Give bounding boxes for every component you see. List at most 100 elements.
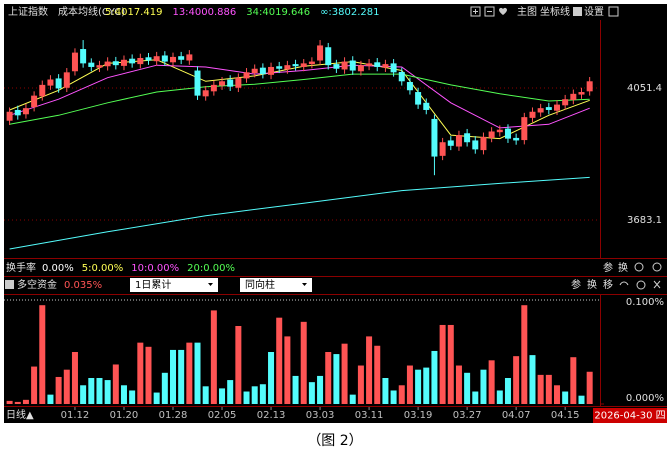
icon-favorite[interactable] <box>499 7 507 15</box>
bar <box>415 369 422 404</box>
candle-body <box>227 79 234 87</box>
bar <box>398 385 405 404</box>
icon-close[interactable] <box>653 280 661 289</box>
indicator-value: 5:0.00% <box>82 263 124 274</box>
candle-body <box>153 56 160 62</box>
bar <box>513 356 520 404</box>
bar <box>104 380 111 404</box>
bar <box>447 324 454 404</box>
legend-entry: 34:4019.646 <box>246 7 310 18</box>
bar <box>562 391 569 404</box>
candle-body <box>31 95 38 108</box>
bar <box>406 365 413 404</box>
y-tick-label: 4051.4 <box>627 83 662 94</box>
candle-body <box>382 64 389 68</box>
candle-body <box>586 81 593 92</box>
bar <box>14 401 21 404</box>
toolbar-button[interactable]: 坐标线 <box>540 5 570 18</box>
candle-body <box>39 84 46 97</box>
candle-body <box>513 137 520 141</box>
candle-body <box>333 64 340 69</box>
candle-body <box>357 65 364 72</box>
candle-body <box>455 135 462 147</box>
icon-favorite[interactable] <box>619 281 629 286</box>
candle-body <box>496 129 503 133</box>
bar <box>300 321 307 404</box>
bar <box>455 365 462 404</box>
candle-body <box>504 128 511 139</box>
candle-body <box>464 133 471 143</box>
bar <box>374 345 381 404</box>
bar <box>284 336 291 404</box>
x-tick-label: 01.28 <box>159 410 188 421</box>
candle-body <box>341 61 348 70</box>
y-tick-label: 3683.1 <box>627 215 662 226</box>
dropdown[interactable] <box>130 278 218 292</box>
bar <box>129 390 136 404</box>
candle-body <box>14 109 21 116</box>
toolbar-button[interactable]: 移 <box>603 278 613 291</box>
candle-body <box>276 66 283 69</box>
candle-body <box>390 63 397 73</box>
bar <box>6 400 13 404</box>
bar <box>464 372 471 404</box>
icon-dropdown[interactable] <box>573 7 582 16</box>
candle-body <box>202 90 209 97</box>
toolbar-button[interactable]: 换 <box>587 278 597 291</box>
date-label: 2026-04-30 四 <box>594 411 665 422</box>
icon-minus[interactable] <box>484 6 495 17</box>
candle-body <box>521 117 528 141</box>
caption: （图 2） <box>307 433 362 449</box>
candle-body <box>120 59 127 66</box>
candle-body <box>129 58 136 64</box>
bar <box>80 385 87 404</box>
candle-body <box>472 140 479 150</box>
toolbar-button[interactable]: 主图 <box>517 6 537 18</box>
indicator-value: 20:0.00% <box>187 263 235 274</box>
bar <box>202 386 209 404</box>
y-tick-label: 0.100% <box>626 297 664 308</box>
x-tick-label: 01.20 <box>110 410 139 421</box>
candle-body <box>243 72 250 79</box>
icon-zoom[interactable] <box>634 262 644 272</box>
candle-body <box>374 62 381 67</box>
toolbar-button[interactable]: 换 <box>618 261 628 274</box>
dropdown[interactable] <box>240 278 312 292</box>
candle-body <box>439 142 446 156</box>
legend-entry: 13:4000.886 <box>172 7 236 18</box>
indicator-value: 0.00% <box>42 263 74 274</box>
y-tick-label: 0.000% <box>626 393 664 404</box>
candle-body <box>145 57 152 61</box>
bar <box>22 399 29 404</box>
bar <box>529 355 536 404</box>
panel-bg <box>4 4 667 423</box>
candle-body <box>529 111 536 118</box>
candle-body <box>366 63 373 66</box>
icon-plus[interactable] <box>470 6 481 17</box>
candle-body <box>317 45 324 61</box>
dropdown-text[interactable]: 同向柱 <box>245 278 275 291</box>
bar <box>537 374 544 404</box>
legend-entry: ∞:3802.281 <box>320 7 379 18</box>
x-tick-label: 04.07 <box>502 410 531 421</box>
candle-body <box>210 84 217 92</box>
toolbar-button[interactable]: 设置 <box>584 6 604 18</box>
candle-body <box>447 140 454 146</box>
icon-close[interactable] <box>652 262 662 272</box>
candle-body <box>219 81 226 86</box>
candle-body <box>6 111 13 121</box>
bar <box>553 385 560 404</box>
bar <box>423 367 430 404</box>
toolbar-button[interactable]: 参 <box>571 278 581 291</box>
period-button[interactable]: 日线▲ <box>6 408 34 421</box>
dropdown-arrow <box>208 283 213 286</box>
icon-help[interactable] <box>5 280 14 289</box>
dropdown-text[interactable]: 1日累计 <box>135 278 171 291</box>
candle-body <box>480 136 487 151</box>
bar <box>186 342 193 404</box>
icon-zoom[interactable] <box>636 280 646 290</box>
bar <box>431 350 438 404</box>
toolbar-button[interactable]: 参 <box>603 261 613 274</box>
candle-body <box>268 66 275 75</box>
icon-expand[interactable] <box>608 6 619 17</box>
